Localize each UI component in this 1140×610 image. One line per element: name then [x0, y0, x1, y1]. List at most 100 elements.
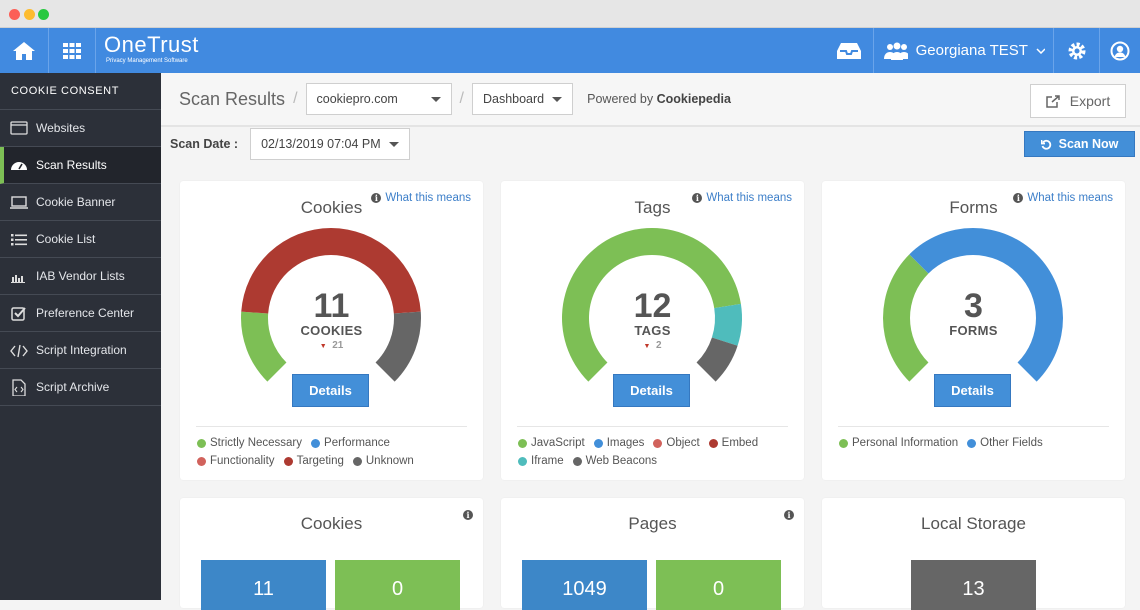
cookiepedia-link[interactable]: Cookiepedia	[656, 92, 731, 106]
tile-value: 13	[962, 578, 985, 600]
sidebar-item-label: Preference Center	[36, 306, 135, 320]
sidebar-item-label: Script Integration	[36, 343, 127, 357]
scan-date-select[interactable]: 02/13/2019 07:04 PM	[250, 128, 410, 160]
sidebar-item-label: Cookie Banner	[36, 195, 116, 209]
summary-tile[interactable]: 11	[201, 560, 326, 610]
gauge-segment-other-fields[interactable]	[909, 228, 1063, 382]
legend-label: Strictly Necessary	[210, 437, 303, 449]
gauge-segment-strictly-necessary[interactable]	[241, 311, 287, 382]
window-titlebar	[0, 0, 1140, 28]
legend-swatch	[572, 456, 582, 466]
legend-item: JavaScript	[518, 437, 585, 449]
summary-tile[interactable]: 13	[911, 560, 1036, 610]
legend-swatch	[311, 438, 321, 448]
browser-window-icon	[10, 120, 28, 137]
home-icon	[13, 41, 35, 60]
gauge-count: 11	[313, 287, 350, 325]
gauge-segment-javascript[interactable]	[562, 228, 741, 382]
gauge-segment-unknown[interactable]	[375, 311, 421, 382]
legend-item: Web Beacons	[572, 455, 657, 467]
what-this-means-link[interactable]: i What this means	[1013, 192, 1113, 204]
gauge-segment-web-beacons[interactable]	[696, 337, 738, 382]
breadcrumb-separator: /	[293, 90, 298, 107]
sidebar-item-preference-center[interactable]: Preference Center	[0, 295, 161, 332]
minimize-window-button[interactable]	[24, 9, 35, 20]
what-this-means-link[interactable]: i What this means	[692, 192, 792, 204]
user-circle-icon	[1110, 41, 1130, 60]
summary-card-pages: Pages i 1049 0	[501, 498, 804, 610]
legend-item: Embed	[708, 437, 758, 449]
gauge-segment-personal-information[interactable]	[883, 254, 929, 382]
legend-swatch	[197, 456, 206, 466]
legend-swatch	[653, 438, 663, 448]
info-icon[interactable]: i	[463, 510, 473, 520]
tile-value: 0	[391, 578, 404, 600]
legend-swatch	[593, 438, 603, 448]
scan-now-label: Scan Now	[1058, 137, 1119, 151]
view-select[interactable]: Dashboard	[471, 83, 574, 115]
sidebar-item-cookie-banner[interactable]: Cookie Banner	[0, 184, 161, 221]
org-user-dropdown[interactable]: Georgiana TEST	[874, 28, 1054, 73]
legend-label: Unknown	[365, 455, 414, 467]
sidebar-item-label: Scan Results	[36, 158, 107, 172]
legend-item: Unknown	[352, 455, 414, 467]
profile-button[interactable]	[1100, 28, 1140, 73]
sidebar-item-label: Script Archive	[36, 380, 110, 394]
details-label: Details	[309, 383, 352, 398]
scan-now-button[interactable]: Scan Now	[1024, 131, 1135, 157]
summary-card-cookies: Cookies i 11 0	[180, 498, 483, 610]
legend-item: Iframe	[518, 455, 564, 467]
sidebar-item-websites[interactable]: Websites	[0, 110, 161, 147]
external-link-icon	[1046, 94, 1060, 108]
divider	[517, 426, 788, 427]
onetrust-logo[interactable]: OneTrust Privacy Management Software	[104, 33, 199, 65]
sidebar-item-cookie-list[interactable]: Cookie List	[0, 221, 161, 258]
summary-tile[interactable]: 0	[656, 560, 781, 610]
close-window-button[interactable]	[9, 9, 20, 20]
what-this-means-label: What this means	[385, 192, 471, 204]
what-this-means-link[interactable]: i What this means	[371, 192, 471, 204]
divider	[196, 426, 467, 427]
settings-button[interactable]	[1054, 28, 1100, 73]
gauge-chart	[883, 228, 1063, 382]
gauge-legend: JavaScript Images Object Embed Iframe Web Bea…	[518, 437, 793, 467]
details-button[interactable]: Details	[613, 374, 690, 407]
top-nav: OneTrust Privacy Management Software Geor…	[0, 28, 1140, 73]
legend-item: Functionality	[197, 455, 275, 467]
divider	[838, 426, 1109, 427]
info-icon[interactable]: i	[784, 510, 794, 520]
details-button[interactable]: Details	[292, 374, 369, 407]
gauge-legend: Strictly Necessary Performance Functionali…	[197, 437, 472, 467]
summary-tile[interactable]: 0	[335, 560, 460, 610]
sidebar-item-script-archive[interactable]: Script Archive	[0, 369, 161, 406]
summary-card-local-storage: Local Storage 13	[822, 498, 1125, 610]
card-title: Forms	[949, 198, 998, 217]
legend-label: JavaScript	[531, 437, 585, 449]
caret-down-icon: ▼	[643, 343, 651, 350]
legend-swatch	[197, 438, 206, 448]
sidebar-item-script-integration[interactable]: Script Integration	[0, 332, 161, 369]
users-icon	[884, 42, 908, 60]
powered-by-prefix: Powered by	[587, 92, 657, 106]
laptop-icon	[10, 194, 28, 211]
summary-tile[interactable]: 1049	[522, 560, 647, 610]
app-grid-button[interactable]	[49, 28, 96, 73]
user-name: Georgiana TEST	[915, 42, 1028, 59]
legend-label: Object	[666, 437, 700, 449]
gauge-delta: ▼ 21	[180, 339, 483, 353]
gauge-segment-iframe[interactable]	[711, 303, 742, 346]
export-button[interactable]: Export	[1030, 84, 1126, 118]
sidebar-item-iab-vendor-lists[interactable]: IAB Vendor Lists	[0, 258, 161, 295]
page-toolbar: Scan Results / cookiepro.com / Dashboard…	[161, 73, 1140, 127]
gauge-count: 3	[964, 287, 983, 325]
gauge-card-cookies: Cookies i What this means 11 COOKIES ▼ 21 …	[180, 181, 483, 480]
maximize-window-button[interactable]	[38, 9, 49, 20]
home-button[interactable]	[0, 28, 49, 73]
gauge-segment-targeting[interactable]	[241, 227, 421, 314]
caret-down-icon	[552, 96, 563, 102]
legend-label: Targeting	[296, 455, 344, 467]
sidebar-item-scan-results[interactable]: Scan Results	[0, 147, 161, 184]
inbox-button[interactable]	[825, 28, 874, 73]
details-button[interactable]: Details	[934, 374, 1011, 407]
domain-select[interactable]: cookiepro.com	[305, 83, 452, 115]
